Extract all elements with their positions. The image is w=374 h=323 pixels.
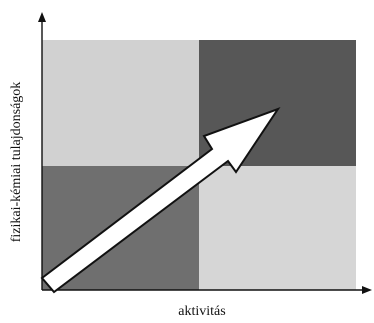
- y-axis-arrowhead: [38, 12, 46, 22]
- axes: [38, 12, 372, 294]
- quadrant-top-left: [42, 40, 199, 166]
- diagonal-arrow: [40, 107, 281, 294]
- x-axis-label: aktivitás: [178, 304, 225, 319]
- x-axis-arrowhead: [362, 286, 372, 294]
- quadrant-bottom-right: [199, 166, 356, 290]
- y-axis-label: fizikai-kémiai tulajdonságok: [9, 82, 24, 243]
